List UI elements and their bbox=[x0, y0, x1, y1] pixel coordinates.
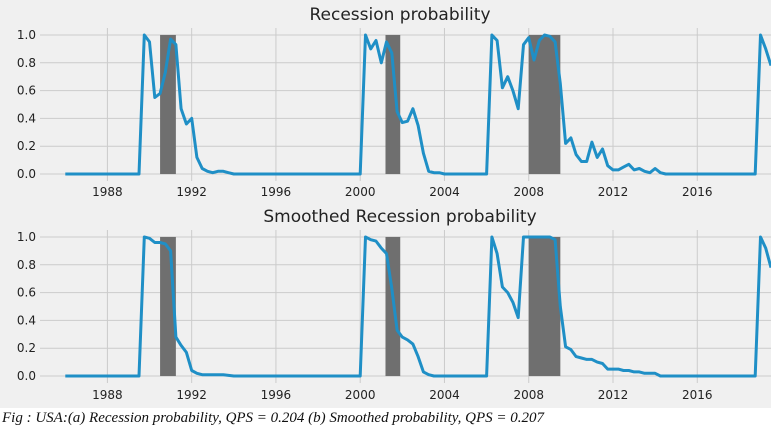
y-tick-label: 0.8 bbox=[17, 258, 36, 272]
x-tick-label: 2016 bbox=[682, 185, 713, 199]
x-tick-label: 2004 bbox=[429, 185, 460, 199]
y-tick-label: 0.8 bbox=[17, 56, 36, 70]
x-tick-label: 1988 bbox=[92, 185, 123, 199]
x-tick-label: 2008 bbox=[513, 185, 544, 199]
y-tick-label: 1.0 bbox=[17, 28, 36, 42]
chart-2: Smoothed Recession probability 0.0 0.2 0.4 0… bbox=[0, 204, 771, 408]
figure-caption: Fig : USA:(a) Recession probability, QPS… bbox=[2, 410, 544, 426]
y-tick-label: 0.2 bbox=[17, 139, 36, 153]
x-tick-label: 1992 bbox=[176, 388, 207, 402]
chart-title: Recession probability bbox=[309, 5, 490, 25]
x-tick-label: 2012 bbox=[598, 388, 629, 402]
y-tick-label: 1.0 bbox=[17, 230, 36, 244]
x-tick-label: 2000 bbox=[345, 388, 376, 402]
x-tick-label: 2008 bbox=[513, 388, 544, 402]
recession-band bbox=[528, 236, 561, 377]
x-tick-label: 2000 bbox=[345, 185, 376, 199]
y-tick-label: 0.2 bbox=[17, 341, 36, 355]
recession-charts: Recession probability 0.0 0.2 0.4 0.6 0.8 1.0 1… bbox=[0, 0, 771, 408]
y-tick-label: 0.4 bbox=[17, 111, 36, 125]
y-tick-label: 0.6 bbox=[17, 286, 36, 300]
x-tick-label: 2012 bbox=[598, 185, 629, 199]
recession-band bbox=[160, 34, 176, 175]
x-tick-label: 1988 bbox=[92, 388, 123, 402]
chart-1: Recession probability 0.0 0.2 0.4 0.6 0.8 1.0 1… bbox=[0, 0, 771, 209]
x-tick-label: 2016 bbox=[682, 388, 713, 402]
chart-title: Smoothed Recession probability bbox=[263, 207, 536, 227]
x-tick-label: 1996 bbox=[261, 388, 292, 402]
x-tick-label: 2004 bbox=[429, 388, 460, 402]
x-tick-label: 1996 bbox=[261, 185, 292, 199]
recession-band bbox=[385, 34, 401, 175]
y-tick-label: 0.0 bbox=[17, 167, 36, 181]
y-tick-label: 0.4 bbox=[17, 313, 36, 327]
y-tick-label: 0.6 bbox=[17, 84, 36, 98]
y-tick-label: 0.0 bbox=[17, 369, 36, 383]
probability-series-line bbox=[65, 235, 771, 378]
x-tick-label: 1992 bbox=[176, 185, 207, 199]
probability-series-line bbox=[65, 33, 771, 176]
